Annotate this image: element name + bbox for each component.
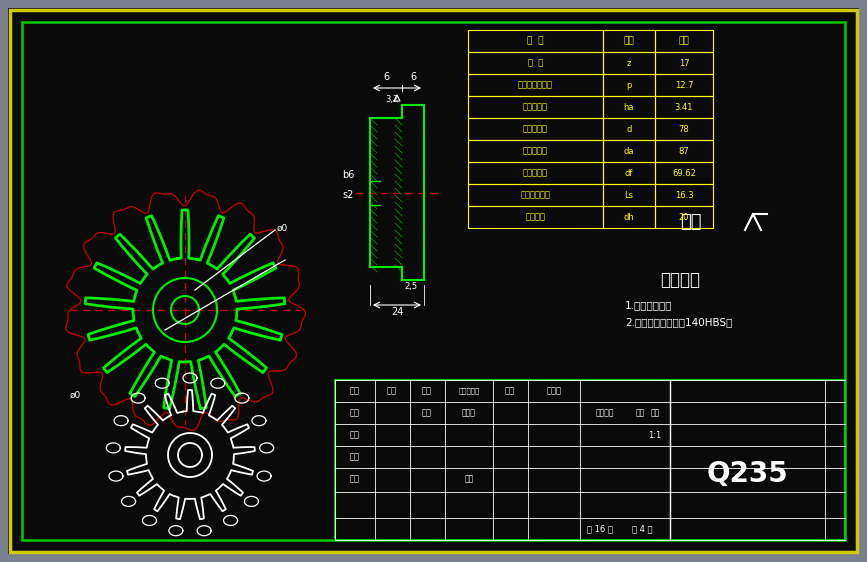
Text: s2: s2 (342, 189, 354, 200)
Text: 分度圆齿高: 分度圆齿高 (523, 102, 548, 111)
Bar (655, 184, 713, 206)
Bar (468, 140, 603, 162)
Text: 分区: 分区 (422, 387, 432, 396)
Bar (468, 30, 603, 52)
Text: 批准: 批准 (465, 474, 473, 483)
Text: 签名: 签名 (505, 387, 515, 396)
Text: b6: b6 (342, 170, 355, 179)
Text: 技术要求: 技术要求 (660, 271, 700, 289)
Text: 1:1: 1:1 (649, 430, 662, 439)
Text: 齿  数: 齿 数 (528, 58, 543, 67)
Text: 2.热处理后的硬度为140HBS。: 2.热处理后的硬度为140HBS。 (625, 317, 733, 327)
Bar (468, 74, 603, 96)
Text: 87: 87 (679, 147, 689, 156)
Bar (603, 162, 655, 184)
Text: 销孔直径: 销孔直径 (525, 212, 545, 221)
Bar (335, 380, 845, 540)
Text: 符号: 符号 (623, 37, 635, 46)
Text: ø0: ø0 (70, 391, 81, 400)
Text: p: p (626, 80, 632, 89)
Text: 3,2: 3,2 (385, 95, 399, 104)
Bar (603, 96, 655, 118)
Text: d: d (626, 125, 632, 134)
Bar (603, 30, 655, 52)
Text: 24: 24 (391, 307, 403, 317)
Text: 齿顶圆直径: 齿顶圆直径 (523, 147, 548, 156)
Text: 标记: 标记 (350, 387, 360, 396)
Text: 6: 6 (410, 72, 416, 82)
Text: 最大齿槽距离: 最大齿槽距离 (520, 191, 551, 200)
Text: 16.3: 16.3 (675, 191, 694, 200)
Text: 3.41: 3.41 (675, 102, 694, 111)
Text: 第 4 张: 第 4 张 (632, 524, 652, 533)
Text: ha: ha (623, 102, 635, 111)
Text: 描述: 描述 (422, 409, 432, 418)
Bar (655, 30, 713, 52)
Bar (655, 206, 713, 228)
Text: Q235: Q235 (707, 460, 788, 488)
Text: 6: 6 (383, 72, 389, 82)
Text: 齿根圆直径: 齿根圆直径 (523, 169, 548, 178)
Text: 共 16 张: 共 16 张 (587, 524, 613, 533)
Text: dh: dh (623, 212, 635, 221)
Bar (468, 184, 603, 206)
Text: 更改文件号: 更改文件号 (459, 388, 479, 395)
Text: 链轮: 链轮 (679, 37, 689, 46)
Text: 设计: 设计 (350, 409, 360, 418)
Text: z: z (627, 58, 631, 67)
Bar (603, 184, 655, 206)
Text: 78: 78 (679, 125, 689, 134)
Text: 采用链条的节距: 采用链条的节距 (518, 80, 553, 89)
Bar (655, 96, 713, 118)
Text: ø0: ø0 (277, 224, 288, 233)
Text: 工艺: 工艺 (350, 474, 360, 483)
Text: 审核: 审核 (350, 452, 360, 461)
Bar (468, 96, 603, 118)
Bar (655, 118, 713, 140)
Bar (603, 206, 655, 228)
Bar (468, 118, 603, 140)
Text: 69.62: 69.62 (672, 169, 696, 178)
Bar (468, 162, 603, 184)
Text: 20: 20 (679, 212, 689, 221)
Text: 处数: 处数 (387, 387, 397, 396)
Text: 比例: 比例 (650, 409, 660, 418)
Text: 1.淡硬后退火；: 1.淡硬后退火； (625, 300, 673, 310)
Text: da: da (623, 147, 635, 156)
Bar (603, 52, 655, 74)
Text: 阶段标记: 阶段标记 (596, 409, 614, 418)
Bar (655, 74, 713, 96)
Bar (603, 74, 655, 96)
Bar (655, 162, 713, 184)
Text: Ls: Ls (624, 191, 634, 200)
Text: 标准化: 标准化 (462, 409, 476, 418)
Bar (603, 118, 655, 140)
Text: 12.7: 12.7 (675, 80, 694, 89)
Text: df: df (625, 169, 633, 178)
Text: 制图: 制图 (350, 430, 360, 439)
Bar (468, 206, 603, 228)
Text: 17: 17 (679, 58, 689, 67)
Text: 重量: 重量 (636, 409, 645, 418)
Bar (655, 52, 713, 74)
Text: 其余: 其余 (680, 213, 701, 231)
Bar (468, 52, 603, 74)
Text: 项  目: 项 目 (527, 37, 544, 46)
Text: 分度圆直径: 分度圆直径 (523, 125, 548, 134)
Bar (655, 140, 713, 162)
Text: 2,5: 2,5 (404, 282, 417, 291)
Bar (603, 140, 655, 162)
Text: 年月日: 年月日 (546, 387, 562, 396)
